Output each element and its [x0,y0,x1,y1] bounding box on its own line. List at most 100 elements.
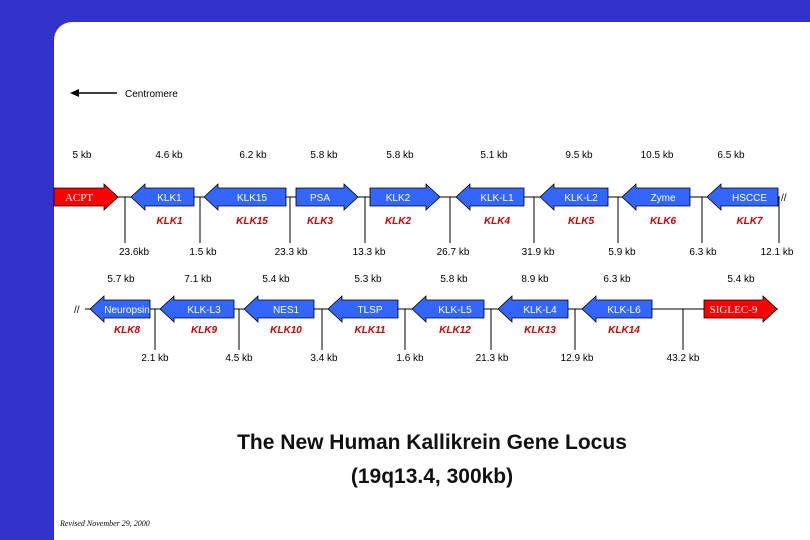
title-line-2: (19q13.4, 300kb) [350,465,514,488]
klk-l2-arrow-label: KLK-L2 [564,193,598,204]
row2-top-size-3: 5.4 kb [262,274,290,285]
row1-gap-5: 26.7 kb [437,247,470,258]
klk13-gene-label: KLK13 [524,325,556,336]
row1-gene-klk1: KLK1 KLK1 [130,183,195,227]
row1-gene-klk2: KLK2 KLK2 [369,183,441,227]
row2-break-mark: // [74,305,80,316]
zyme-arrow-label: Zyme [651,193,676,204]
tlsp-arrow [327,295,399,323]
nes1-arrow [243,295,315,323]
row2-gene-neuropsin: Neuropsin KLK8 [89,295,151,336]
row1-top-size-8: 10.5 kb [641,150,674,161]
klk3-gene-label: KLK3 [307,216,334,227]
row1-gene-klk-l2: KLK-L2 KLK5 [539,183,609,227]
klk2-arrow-label: KLK2 [386,193,411,204]
klk8-gene-label: KLK8 [114,325,141,336]
neuropsin-arrow [89,295,151,323]
row2-top-size-6: 8.9 kb [521,274,549,285]
klk11-gene-label: KLK11 [355,325,386,336]
row1-top-size-3: 6.2 kb [239,150,267,161]
klk15-gene-label: KLK15 [236,216,268,227]
row2-gap-5: 21.3 kb [476,353,509,364]
row1-gene-zyme: Zyme KLK6 [621,183,691,227]
centromere-label: Centromere [125,89,178,100]
row1-top-size-2: 4.6 kb [155,150,183,161]
row1-gene-psa: PSA KLK3 [295,183,359,227]
row2-top-size-5: 5.8 kb [440,274,468,285]
row2-gap-7: 43.2 kb [667,353,700,364]
acpt-arrow-label: ACPT [65,192,93,204]
klk15-arrow-label: KLK15 [237,193,267,204]
centromere-indicator: Centromere [70,89,178,100]
row2-gap-1: 2.1 kb [141,353,169,364]
row1-gap-8: 6.3 kb [689,247,717,258]
row1-gap-7: 5.9 kb [608,247,636,258]
row1-top-size-4: 5.8 kb [310,150,338,161]
row2-gap-3: 3.4 kb [310,353,338,364]
row1-top-size-6: 5.1 kb [480,150,508,161]
row2-top-size-2: 7.1 kb [184,274,212,285]
row2-gap-6: 12.9 kb [561,353,594,364]
klk-l1-arrow [455,183,525,211]
row2-gene-klk-l4: KLK-L4 KLK13 [497,295,569,336]
frame-top-bar [0,0,810,22]
row1-gap-1: 23.6kb [119,247,149,258]
row1-gene-acpt: ACPT [53,183,119,211]
klk10-gene-label: KLK10 [270,325,302,336]
row2-top-size-1: 5.7 kb [107,274,135,285]
klk-l4-arrow [497,295,569,323]
klk12-gene-label: KLK12 [439,325,471,336]
klk2-gene-label: KLK2 [385,216,412,227]
klk7-gene-label: KLK7 [736,216,763,227]
klk-l2-arrow [539,183,609,211]
centromere-arrow-head [70,89,79,97]
nes1-arrow-label: NES1 [273,305,300,316]
row1-gene-klk-l1: KLK-L1 KLK4 [455,183,525,227]
klk1-gene-label: KLK1 [156,216,183,227]
row2-gene-tlsp: TLSP KLK11 [327,295,399,336]
title-line-1: The New Human Kallikrein Gene Locus [237,431,627,454]
tlsp-arrow-label: TLSP [357,305,382,316]
klk5-gene-label: KLK5 [568,216,595,227]
klk-l3-arrow [159,295,235,323]
row1-gap-3: 23.3 kb [275,247,308,258]
row1-top-size-1: 5 kb [73,150,92,161]
siglec-9-arrow-label: SIGLEC-9 [710,304,758,316]
klk2-arrow [369,183,441,211]
frame-corner [54,22,72,40]
klk-l1-arrow-label: KLK-L1 [480,193,514,204]
klk14-gene-label: KLK14 [608,325,640,336]
zyme-arrow [621,183,691,211]
row2-top-size-8: 5.4 kb [727,274,755,285]
row2-top-size-7: 6.3 kb [603,274,631,285]
hscce-arrow-label: HSCCE [732,193,767,204]
row1-top-size-9: 6.5 kb [717,150,745,161]
row2: // 5.7 kb 7.1 kb 5.4 kb 5.3 kb 5.8 kb 8.9 kb 6… [74,274,778,364]
row1-gap-9: 12.1 kb [761,247,794,258]
row1-gap-6: 31.9 kb [522,247,555,258]
klk-l5-arrow [411,295,485,323]
row2-gene-nes1: NES1 KLK10 [243,295,315,336]
klk6-gene-label: KLK6 [650,216,677,227]
klk-l6-arrow-label: KLK-L6 [607,305,641,316]
row2-gap-2: 4.5 kb [225,353,253,364]
klk-l3-arrow-label: KLK-L3 [187,305,221,316]
klk15-arrow [203,183,287,211]
neuropsin-arrow-label: Neuropsin [104,305,150,316]
row2-gap-4: 1.6 kb [396,353,424,364]
row2-gene-klk-l5: KLK-L5 KLK12 [411,295,485,336]
row1-gene-hscce: HSCCE KLK7 [706,183,779,227]
row1-gap-4: 13.3 kb [353,247,386,258]
klk1-arrow [130,183,195,211]
klk1-arrow-label: KLK1 [157,193,182,204]
klk-l4-arrow-label: KLK-L4 [523,305,557,316]
psa-arrow-label: PSA [310,193,330,204]
siglec-9-arrow [703,295,778,323]
klk9-gene-label: KLK9 [191,325,218,336]
frame-left-bar [0,0,54,540]
row1-break-mark: // [781,193,787,204]
psa-arrow [295,183,359,211]
row1-gene-klk15: KLK15 KLK15 [203,183,287,227]
row1: // 5 kb 4.6 kb 6.2 kb 5.8 kb 5.8 kb 5.1 kb 9.5… [53,150,794,258]
